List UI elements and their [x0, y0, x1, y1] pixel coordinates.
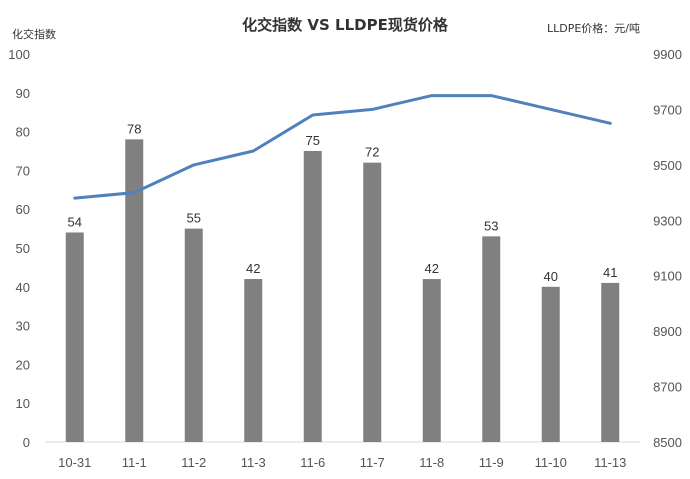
bar-label-11-1: 78 [127, 121, 141, 136]
bar-11-1 [125, 139, 144, 443]
bar-label-10-31: 54 [68, 214, 82, 229]
bar-11-2 [184, 228, 203, 442]
left-tick-30: 30 [16, 319, 30, 334]
bar-label-11-2: 55 [187, 211, 201, 226]
right-axis-label: LLDPE价格：元/吨 [547, 21, 640, 35]
right-tick-9500: 9500 [653, 158, 682, 173]
left-tick-40: 40 [16, 280, 30, 295]
bar-11-13 [601, 282, 620, 442]
left-tick-80: 80 [16, 125, 30, 140]
x-tick-11-3: 11-3 [241, 455, 266, 470]
x-tick-11-9: 11-9 [479, 455, 504, 470]
bar-11-7 [363, 162, 382, 442]
bar-label-11-7: 72 [365, 145, 379, 160]
left-axis-ticks: 0 10 20 30 40 50 60 70 80 90 100 [8, 47, 30, 450]
bar-label-11-3: 42 [246, 261, 260, 276]
left-tick-60: 60 [16, 202, 30, 217]
right-axis-ticks: 8500 8700 8900 9100 9300 9500 9700 9900 [653, 47, 682, 450]
x-tick-11-8: 11-8 [419, 455, 444, 470]
bar-11-6 [303, 151, 322, 442]
left-tick-10: 10 [16, 396, 30, 411]
bar-10-31 [65, 232, 84, 442]
x-tick-11-2: 11-2 [181, 455, 206, 470]
left-tick-100: 100 [8, 47, 30, 62]
line-series [73, 94, 612, 200]
bar-11-8 [422, 279, 441, 442]
bar-series [65, 139, 620, 443]
bar-label-11-10: 40 [544, 269, 558, 284]
left-tick-20: 20 [16, 357, 30, 372]
left-tick-0: 0 [23, 435, 30, 450]
x-tick-11-7: 11-7 [360, 455, 385, 470]
bar-label-11-13: 41 [603, 265, 617, 280]
lldpe-price-line [73, 94, 612, 200]
right-tick-8500: 8500 [653, 435, 682, 450]
bar-data-labels: 54 78 55 42 75 72 42 53 40 41 [68, 121, 618, 283]
chart-title: 化交指数 VS LLDPE现货价格 [242, 16, 449, 34]
right-tick-9700: 9700 [653, 102, 682, 117]
x-axis-ticks: 10-31 11-1 11-2 11-3 11-6 11-7 11-8 11-9 11-10 11… [58, 455, 626, 470]
x-tick-11-13: 11-13 [594, 455, 626, 470]
left-tick-50: 50 [16, 241, 30, 256]
right-tick-9100: 9100 [653, 269, 682, 284]
left-axis-label: 化交指数 [12, 27, 56, 41]
right-tick-8700: 8700 [653, 380, 682, 395]
left-tick-70: 70 [16, 163, 30, 178]
x-tick-11-1: 11-1 [122, 455, 147, 470]
bar-label-11-6: 75 [306, 133, 320, 148]
x-tick-11-10: 11-10 [535, 455, 567, 470]
right-tick-9900: 9900 [653, 47, 682, 62]
bar-label-11-8: 42 [425, 261, 439, 276]
x-tick-11-6: 11-6 [300, 455, 325, 470]
x-tick-10-31: 10-31 [58, 455, 91, 470]
bar-11-3 [244, 279, 263, 442]
bar-11-9 [482, 236, 501, 442]
bar-11-10 [541, 286, 560, 442]
bar-label-11-9: 53 [484, 218, 498, 233]
left-tick-90: 90 [16, 86, 30, 101]
right-tick-9300: 9300 [653, 213, 682, 228]
right-tick-8900: 8900 [653, 324, 682, 339]
